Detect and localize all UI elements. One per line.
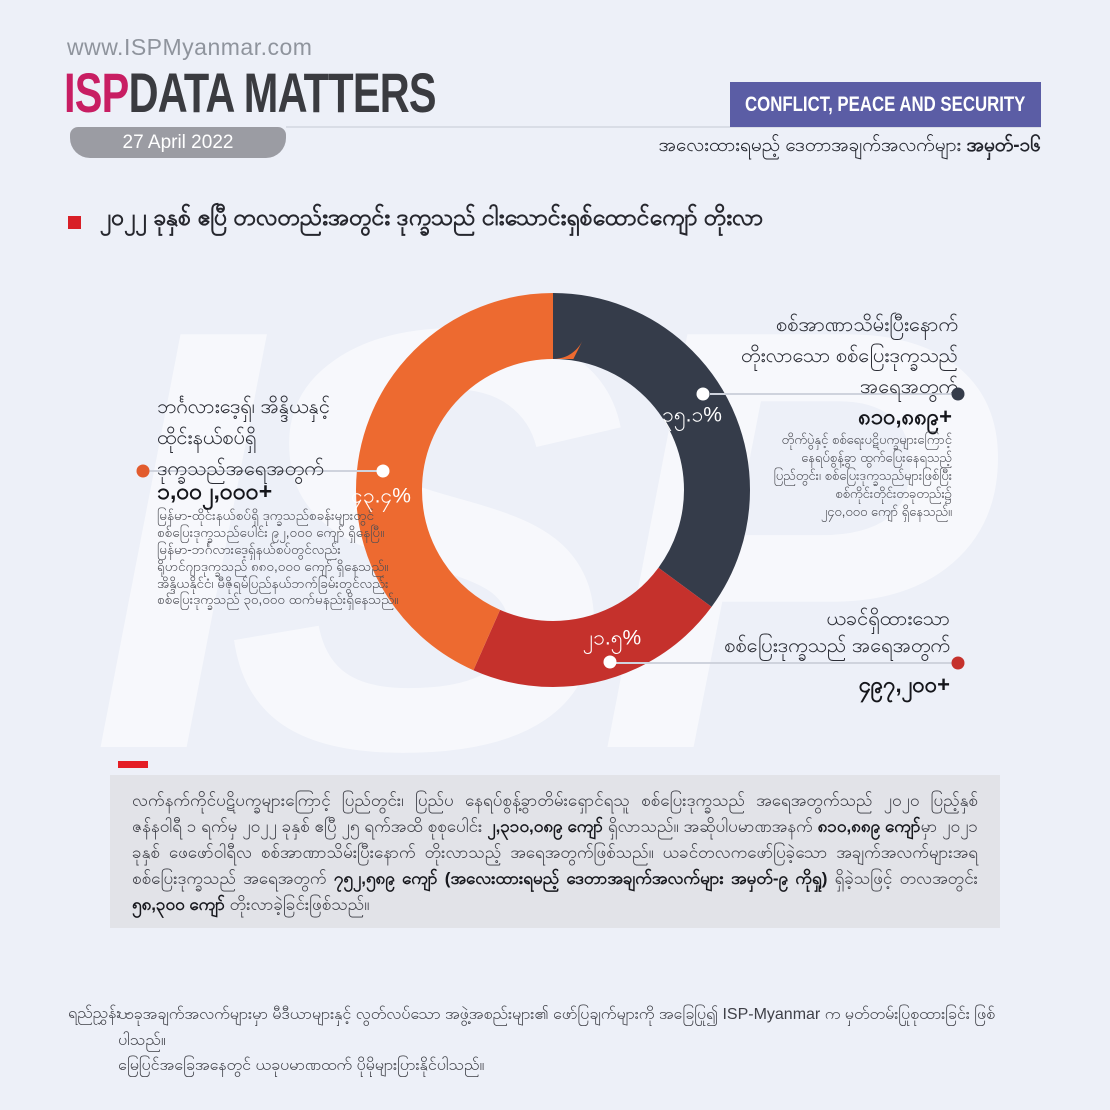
- percent-label-navy: ၃၅.၁%: [662, 403, 722, 427]
- series-subtitle-label: အလေးထားရမည့် ဒေတာအချက်အလက်များ: [658, 135, 967, 156]
- header-divider-line: [286, 126, 1041, 128]
- callout-left-note: မြန်မာ-ထိုင်းနယ်စပ်ရှိ ဒုက္ခသည်စခန်းများ…: [157, 508, 399, 608]
- category-banner: CONFLICT, PEACE AND SECURITY: [730, 82, 1041, 127]
- callout-end-dot-red: [951, 656, 965, 670]
- page-title: ၂၀၂၂ ခုနှစ် ဧပြီ တလတည်းအတွင်း ဒုက္ခသည် င…: [100, 204, 764, 230]
- date-badge: 27 April 2022: [70, 127, 286, 158]
- percent-label-orange: ၄၃.၄%: [351, 484, 411, 508]
- slice-marker-dot-red: [603, 655, 617, 669]
- brand-data-matters: DATA MATTERS: [128, 61, 437, 124]
- summary-accent-dash: [118, 761, 148, 768]
- leader-line-right-bottom: [610, 662, 958, 664]
- callout-left-title: ဘင်္ဂလားဒေ့ရှ်၊ အိန္ဒိယနှင့် ထိုင်းနယ်စပ…: [157, 396, 330, 480]
- callout-end-dot-orange: [136, 464, 150, 478]
- series-subtitle: အလေးထားရမည့် ဒေတာအချက်အလက်များ အမှတ်-၁၆: [659, 133, 1041, 161]
- callout-right-bottom-title: ယခင်ရှိထားသော စစ်ပြေးဒုက္ခသည် အရေအတွက်: [724, 608, 950, 657]
- donut-slice-1: [356, 293, 750, 687]
- leader-line-left: [143, 470, 383, 472]
- category-banner-label: CONFLICT, PEACE AND SECURITY: [745, 92, 1026, 116]
- leader-line-right-top: [710, 393, 958, 395]
- callout-right-bottom-number: ၄၉၇,၂၀၀+: [858, 672, 950, 697]
- callout-end-dot-navy: [951, 387, 965, 401]
- callout-right-top-note: တိုက်ပွဲနှင့် စစ်ရေးပဋိပက္ခများကြောင့် န…: [773, 432, 952, 519]
- footer-note: ယခုအချက်အလက်များမှာ မီဒီယာများနှင့် လွတ်…: [118, 1006, 996, 1075]
- brand-isp: ISP: [64, 61, 129, 124]
- slice-marker-dot-orange: [376, 464, 390, 478]
- footer-reference-label: ရည်ညွှန်း -: [68, 1005, 131, 1022]
- callout-right-top-number: ၈၁၀,၈၈၉+: [858, 404, 952, 429]
- slice-marker-dot-navy: [696, 387, 710, 401]
- donut-chart: [356, 293, 750, 687]
- brand-logo: ISPDATA MATTERS: [64, 60, 566, 125]
- callout-right-top-title: စစ်အာဏာသိမ်းပြီးနောက် တိုးလာသော စစ်ပြေးဒ…: [741, 314, 958, 398]
- percent-label-red: ၂၁.၅%: [582, 626, 642, 650]
- series-subtitle-number: အမှတ်-၁၆: [966, 135, 1042, 156]
- summary-box: လက်နက်ကိုင်ပဋိပက္ခများကြောင့် ပြည်တွင်း၊…: [110, 775, 1000, 928]
- summary-paragraph: လက်နက်ကိုင်ပဋိပက္ခများကြောင့် ပြည်တွင်း၊…: [132, 791, 978, 914]
- callout-left-number: ၁,၀၀၂,၀၀၀+: [157, 478, 273, 504]
- website-url: www.ISPMyanmar.com: [67, 34, 313, 60]
- donut-slice-2: [356, 293, 750, 687]
- headline-bullet-square: [68, 216, 81, 229]
